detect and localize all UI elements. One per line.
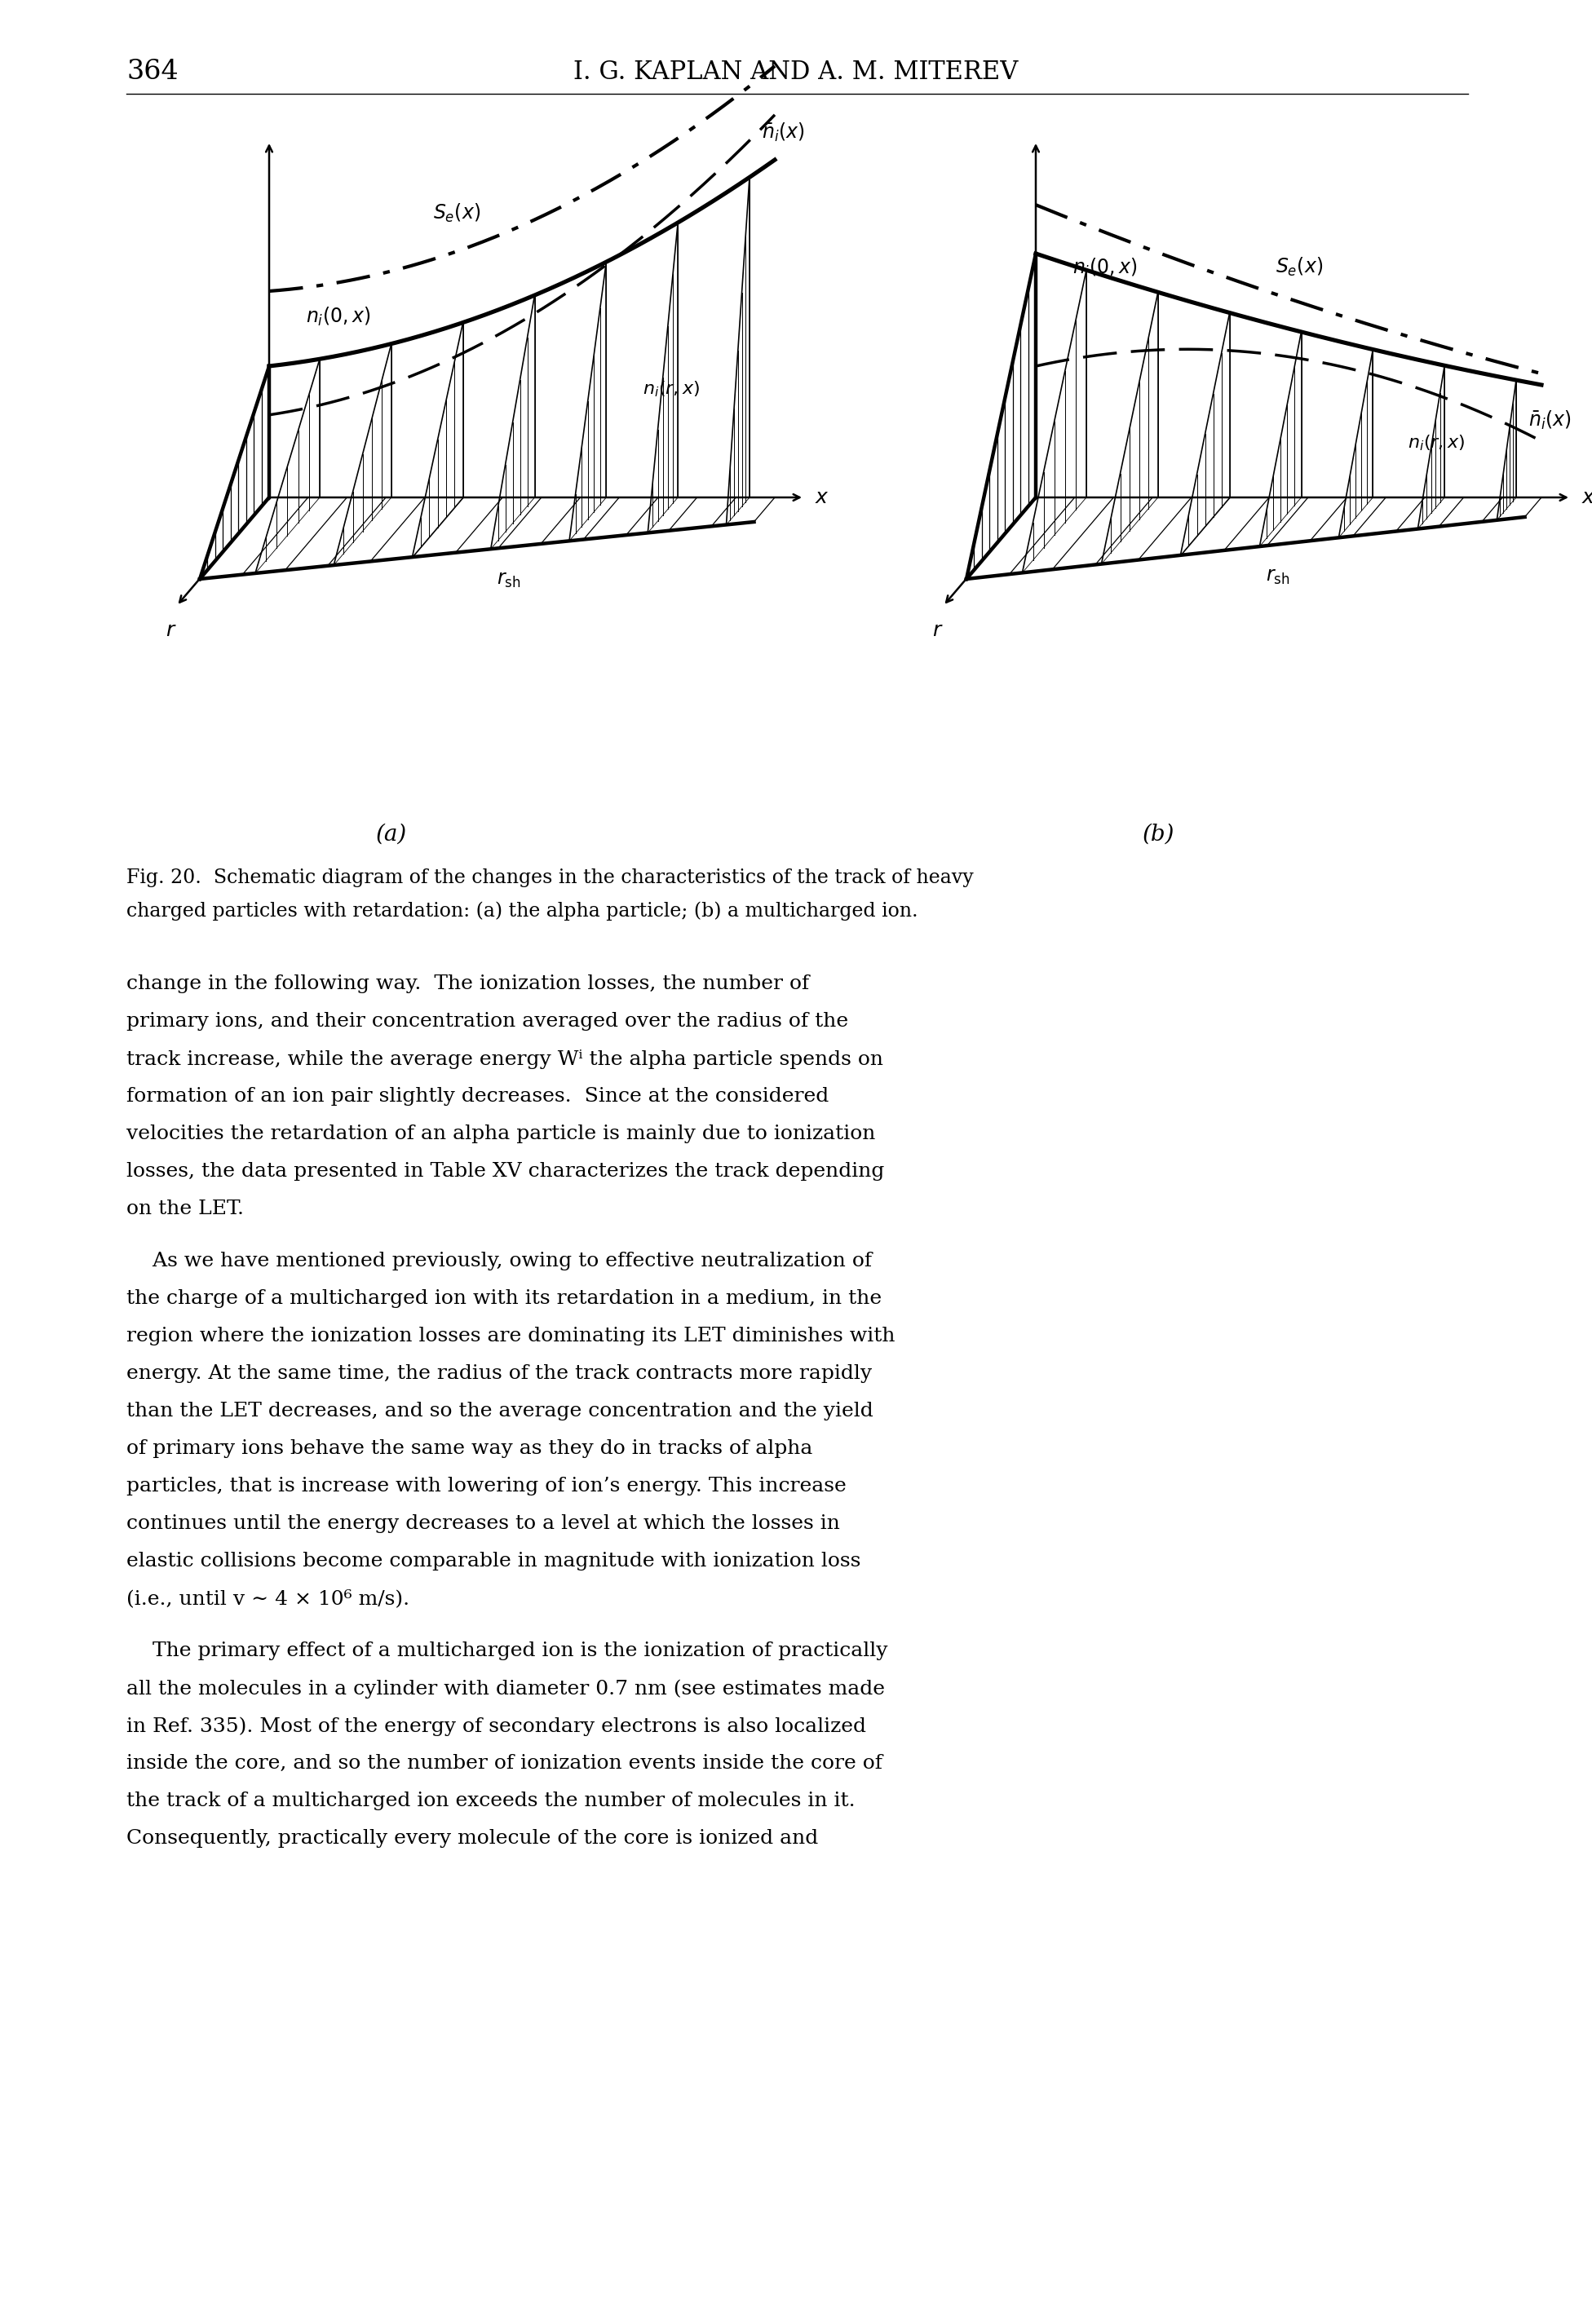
Text: $n_i(0, x)$: $n_i(0, x)$ <box>1073 256 1138 279</box>
Text: in Ref. 335). Most of the energy of secondary electrons is also localized: in Ref. 335). Most of the energy of seco… <box>126 1717 866 1736</box>
Text: $r_{\rm sh}$: $r_{\rm sh}$ <box>497 569 521 590</box>
Text: of primary ions behave the same way as they do in tracks of alpha: of primary ions behave the same way as t… <box>126 1439 812 1457</box>
Text: primary ions, and their concentration averaged over the radius of the: primary ions, and their concentration av… <box>126 1011 849 1032</box>
Text: than the LET decreases, and so the average concentration and the yield: than the LET decreases, and so the avera… <box>126 1401 874 1420</box>
Text: track increase, while the average energy Wⁱ the alpha particle spends on: track increase, while the average energy… <box>126 1050 884 1069</box>
Text: $r_{\rm sh}$: $r_{\rm sh}$ <box>1266 567 1290 586</box>
Text: inside the core, and so the number of ionization events inside the core of: inside the core, and so the number of io… <box>126 1755 882 1773</box>
Text: $n_i(r, x)$: $n_i(r, x)$ <box>643 379 700 400</box>
Text: $x$: $x$ <box>1581 488 1592 507</box>
Text: region where the ionization losses are dominating its LET diminishes with: region where the ionization losses are d… <box>126 1327 895 1346</box>
Text: $\bar{n}_i(x)$: $\bar{n}_i(x)$ <box>761 121 806 144</box>
Text: energy. At the same time, the radius of the track contracts more rapidly: energy. At the same time, the radius of … <box>126 1364 872 1383</box>
Text: $\bar{n}_i(x)$: $\bar{n}_i(x)$ <box>1528 409 1571 432</box>
Text: $n_i(r, x)$: $n_i(r, x)$ <box>1407 435 1465 453</box>
Text: I. G. KAPLAN AND A. M. MITEREV: I. G. KAPLAN AND A. M. MITEREV <box>573 58 1019 84</box>
Text: Consequently, practically every molecule of the core is ionized and: Consequently, practically every molecule… <box>126 1829 818 1848</box>
Text: losses, the data presented in Table XV characterizes the track depending: losses, the data presented in Table XV c… <box>126 1162 885 1181</box>
Text: $n_i(0, x)$: $n_i(0, x)$ <box>306 307 371 328</box>
Text: $S_e(x)$: $S_e(x)$ <box>433 202 481 223</box>
Text: (b): (b) <box>1141 823 1175 846</box>
Text: on the LET.: on the LET. <box>126 1199 244 1218</box>
Text: change in the following way.  The ionization losses, the number of: change in the following way. The ionizat… <box>126 974 809 992</box>
Text: formation of an ion pair slightly decreases.  Since at the considered: formation of an ion pair slightly decrea… <box>126 1088 829 1106</box>
Text: elastic collisions become comparable in magnitude with ionization loss: elastic collisions become comparable in … <box>126 1552 861 1571</box>
Text: (a): (a) <box>376 823 408 846</box>
Text: the track of a multicharged ion exceeds the number of molecules in it.: the track of a multicharged ion exceeds … <box>126 1792 855 1810</box>
Text: $x$: $x$ <box>815 488 829 507</box>
Text: $r$: $r$ <box>931 621 942 639</box>
Text: velocities the retardation of an alpha particle is mainly due to ionization: velocities the retardation of an alpha p… <box>126 1125 876 1143</box>
Text: Fig. 20.  Schematic diagram of the changes in the characteristics of the track o: Fig. 20. Schematic diagram of the change… <box>126 869 974 888</box>
Text: $S_e(x)$: $S_e(x)$ <box>1275 256 1323 279</box>
Text: (i.e., until v ∼ 4 × 10⁶ m/s).: (i.e., until v ∼ 4 × 10⁶ m/s). <box>126 1590 409 1608</box>
Text: particles, that is increase with lowering of ion’s energy. This increase: particles, that is increase with lowerin… <box>126 1476 847 1497</box>
Text: As we have mentioned previously, owing to effective neutralization of: As we have mentioned previously, owing t… <box>126 1253 872 1271</box>
Text: charged particles with retardation: (a) the alpha particle; (b) a multicharged i: charged particles with retardation: (a) … <box>126 902 919 920</box>
Text: $r$: $r$ <box>166 621 177 639</box>
Text: the charge of a multicharged ion with its retardation in a medium, in the: the charge of a multicharged ion with it… <box>126 1290 882 1308</box>
Text: The primary effect of a multicharged ion is the ionization of practically: The primary effect of a multicharged ion… <box>126 1641 888 1659</box>
Text: continues until the energy decreases to a level at which the losses in: continues until the energy decreases to … <box>126 1515 841 1534</box>
Text: all the molecules in a cylinder with diameter 0.7 nm (see estimates made: all the molecules in a cylinder with dia… <box>126 1678 885 1699</box>
Text: 364: 364 <box>126 58 178 84</box>
